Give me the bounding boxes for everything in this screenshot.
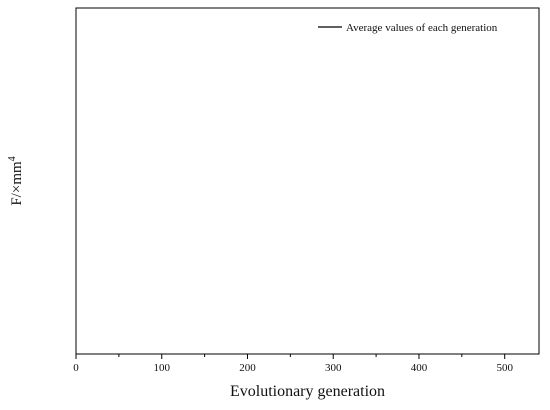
y-axis-title-base: F/×mm — [9, 161, 25, 206]
x-tick-label: 300 — [325, 362, 342, 374]
x-axis-title: Evolutionary generation — [230, 383, 385, 400]
x-tick-label: 200 — [239, 362, 256, 374]
y-axis-title-superscript: 4 — [7, 156, 18, 161]
x-tick-label: 400 — [411, 362, 428, 374]
x-tick-label: 0 — [73, 362, 79, 374]
plot-frame — [75, 7, 540, 355]
legend-label: Average values of each generation — [346, 22, 498, 34]
y-axis-title: F/×mm4 — [7, 156, 25, 205]
legend: Average values of each generation — [318, 22, 498, 34]
axes: 01002003004005002×10−114×10−116×10−118×1… — [7, 7, 540, 400]
x-tick-label: 500 — [496, 362, 513, 374]
x-tick-label: 100 — [153, 362, 170, 374]
